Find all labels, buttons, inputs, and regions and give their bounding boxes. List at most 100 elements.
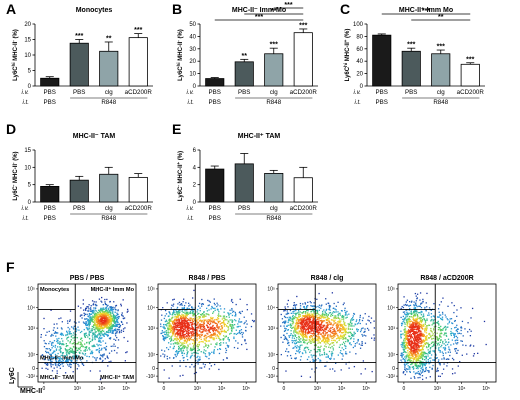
iv-treatment-label: PBS bbox=[209, 205, 221, 212]
it-treatment-label: PBS bbox=[209, 99, 221, 106]
y-tick-label: -10² bbox=[146, 374, 155, 380]
y-tick-label: 0 bbox=[392, 366, 395, 372]
gate-label-mhcii-pos-tam: MHC-II⁺ TAM bbox=[100, 374, 134, 381]
y-tick-label: 40 bbox=[356, 59, 363, 65]
row-label-iv: i.v. bbox=[187, 89, 194, 96]
x-tick-label: 10³ bbox=[194, 386, 202, 392]
y-tick-label: 10⁴ bbox=[267, 305, 275, 311]
y-tick-label: 0 bbox=[28, 200, 32, 206]
panel-d-label: D bbox=[6, 121, 16, 137]
row-label-iv: i.v. bbox=[22, 89, 29, 96]
row-label-iv: i.v. bbox=[354, 89, 361, 96]
x-tick-label: 10⁴ bbox=[218, 386, 226, 392]
flow-plot-1: PBS / PBS 0 10³ 10⁴ 10⁵ -10² 0 10² 10³ 10⁴ 10⁵ Mono… bbox=[26, 275, 137, 392]
bracket-significance: *** bbox=[284, 2, 292, 9]
event-density-cloud bbox=[40, 289, 129, 381]
y-tick-label: 0 bbox=[152, 366, 155, 372]
x-tick-label: 10³ bbox=[314, 386, 322, 392]
y-tick-label: 100 bbox=[353, 22, 364, 28]
x-tick-label: 0 bbox=[282, 386, 285, 392]
panel-b-label: B bbox=[172, 1, 182, 17]
y-tick-label: 10⁴ bbox=[147, 305, 155, 311]
significance-mark: ** bbox=[242, 53, 248, 60]
x-tick-label: 10⁵ bbox=[122, 386, 130, 392]
bracket-significance: ** bbox=[271, 8, 277, 15]
y-tick-label: 10³ bbox=[388, 326, 396, 332]
significance-mark: *** bbox=[466, 56, 474, 63]
y-tick-label: 10⁵ bbox=[147, 287, 155, 293]
y-tick-label: 10 bbox=[24, 165, 31, 171]
flow-y-axis-label: Ly6C bbox=[9, 367, 16, 384]
y-tick-label: 0 bbox=[193, 200, 197, 206]
row-label-it: i.t. bbox=[22, 99, 29, 106]
y-tick-label: -10² bbox=[266, 374, 275, 380]
y-tick-label: 80 bbox=[356, 34, 363, 40]
iv-treatment-label: clg bbox=[437, 89, 445, 96]
iv-treatment-label: PBS bbox=[44, 205, 56, 212]
row-label-iv: i.v. bbox=[187, 205, 194, 212]
gate-label-mhcii-neg-imm-mo: MHC-II⁻ Imm Mo bbox=[40, 355, 84, 361]
x-tick-label: 0 bbox=[42, 386, 45, 392]
bar-r848-clg bbox=[99, 173, 119, 203]
y-tick-label: 10² bbox=[28, 352, 36, 358]
y-tick-label: 40 bbox=[189, 34, 196, 40]
y-tick-label: 60 bbox=[356, 47, 363, 53]
bar-r848-acd200r bbox=[128, 176, 148, 203]
y-tick-label: 20 bbox=[24, 22, 31, 28]
x-tick-label: 10⁴ bbox=[98, 386, 106, 392]
panel-a-label: A bbox=[6, 1, 16, 17]
bar-r848-pbs bbox=[69, 179, 89, 203]
flow-plot-2: R848 / PBS 0 10³ 10⁴ 10⁵ -10² 0 10² 10³ 10⁴ 10⁵ bbox=[146, 275, 257, 392]
row-label-iv: i.v. bbox=[22, 205, 29, 212]
bar-r848-clg bbox=[264, 172, 284, 203]
chart-title: MHC-II⁻ Imm Mo bbox=[232, 7, 286, 14]
y-tick-label: 30 bbox=[189, 47, 196, 53]
it-treatment-label: R848 bbox=[101, 99, 116, 106]
row-label-it: i.t. bbox=[187, 215, 194, 222]
flow-plot-3: R848 / clg 0 10³ 10⁴ 10⁵ -10² 0 10² 10³ 10⁴ 10⁵ bbox=[266, 275, 377, 392]
y-tick-label: 0 bbox=[28, 84, 32, 90]
y-tick-label: 10² bbox=[148, 352, 156, 358]
iv-treatment-label: clg bbox=[270, 205, 278, 212]
bracket-significance: *** bbox=[422, 8, 430, 15]
x-tick-label: 0 bbox=[402, 386, 405, 392]
iv-treatment-label: clg bbox=[105, 89, 113, 96]
y-tick-label: 0 bbox=[32, 366, 35, 372]
flow-plot-title: PBS / PBS bbox=[70, 275, 105, 282]
iv-treatment-label: aCD200R bbox=[290, 89, 318, 96]
bar-r848-clg bbox=[431, 53, 451, 87]
it-treatment-label: PBS bbox=[44, 99, 56, 106]
iv-treatment-label: PBS bbox=[209, 89, 221, 96]
y-tick-label: 10² bbox=[268, 352, 276, 358]
iv-treatment-label: clg bbox=[105, 205, 113, 212]
y-tick-label: 20 bbox=[189, 59, 196, 65]
significance-mark: *** bbox=[407, 42, 415, 49]
iv-treatment-label: PBS bbox=[238, 89, 250, 96]
y-tick-label: 10³ bbox=[148, 326, 156, 332]
chart-title: MHC-II⁺ Imm Mo bbox=[399, 7, 453, 14]
x-tick-label: 10⁵ bbox=[242, 386, 250, 392]
it-treatment-label: R848 bbox=[433, 99, 448, 106]
bar-pbs-pbs bbox=[205, 78, 225, 87]
significance-mark: *** bbox=[299, 22, 307, 29]
gate-label-monocytes: Monocytes bbox=[40, 287, 69, 293]
bar-r848-pbs bbox=[234, 163, 254, 203]
flow-plot-4: R848 / aCD200R 0 10³ 10⁴ 10⁵ -10² 0 10² 10³ 10⁴ 10… bbox=[386, 275, 497, 392]
event-density-cloud bbox=[159, 289, 255, 379]
it-treatment-label: R848 bbox=[266, 99, 281, 106]
flow-plot-frame bbox=[37, 283, 137, 383]
panel-c-label: C bbox=[340, 1, 350, 17]
y-tick-label: 10 bbox=[189, 72, 196, 78]
y-tick-label: -10² bbox=[26, 374, 35, 380]
it-treatment-label: R848 bbox=[101, 215, 116, 222]
flow-plot-title: R848 / aCD200R bbox=[420, 275, 473, 282]
bar-r848-acd200r bbox=[460, 63, 480, 87]
it-treatment-label: R848 bbox=[266, 215, 281, 222]
y-tick-label: 15 bbox=[24, 148, 31, 154]
it-treatment-label: PBS bbox=[209, 215, 221, 222]
x-tick-label: 10⁴ bbox=[458, 386, 466, 392]
y-tick-label: 50 bbox=[189, 22, 196, 28]
panel-e-label: E bbox=[172, 121, 181, 137]
